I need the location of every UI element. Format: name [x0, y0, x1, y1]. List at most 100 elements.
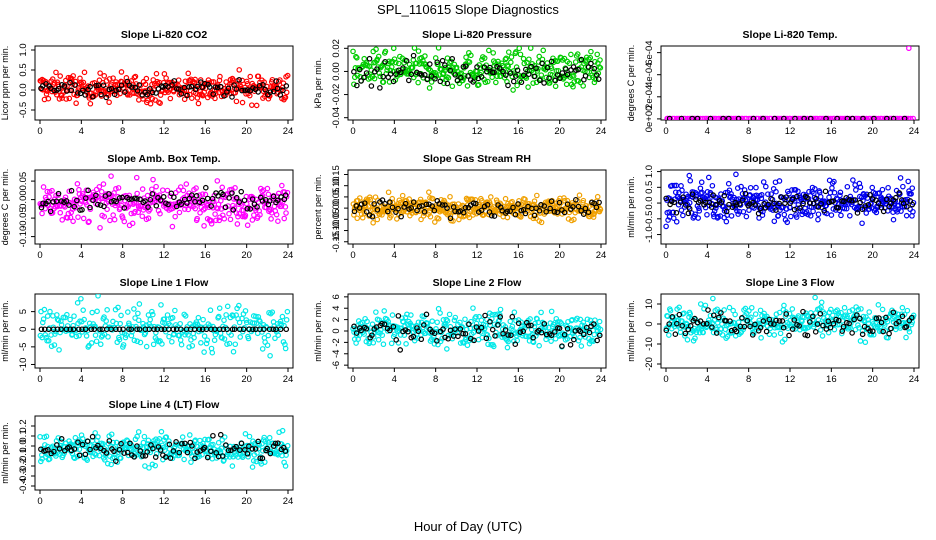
- hourly-point: [54, 326, 61, 333]
- sample-point: [580, 83, 586, 89]
- hourly-point: [369, 332, 375, 339]
- sample-point: [195, 328, 202, 335]
- hourly-point: [470, 79, 476, 85]
- hourly-point: [539, 60, 545, 67]
- sample-point: [448, 58, 454, 65]
- hourly-point: [165, 201, 171, 208]
- sample-point: [743, 213, 750, 220]
- sample-point: [413, 60, 420, 66]
- y-tick-label: 6: [331, 294, 342, 299]
- sample-point: [201, 349, 207, 355]
- hourly-point: [397, 347, 404, 353]
- hourly-point: [142, 198, 148, 204]
- sample-point: [284, 308, 291, 315]
- sample-point: [848, 201, 855, 208]
- y-tick-label: 0.15: [331, 165, 342, 184]
- sample-point: [53, 69, 59, 76]
- x-tick-label: 0: [663, 374, 668, 385]
- sample-point: [722, 189, 729, 196]
- hourly-point: [878, 319, 885, 326]
- sample-point: [594, 51, 601, 58]
- hourly-point: [884, 115, 890, 120]
- sample-point: [186, 344, 192, 350]
- sample-point: [248, 102, 255, 108]
- hourly-point: [669, 314, 676, 320]
- sample-point: [279, 313, 286, 320]
- hourly-point: [515, 320, 522, 327]
- sample-point: [257, 211, 263, 218]
- sample-point: [710, 211, 717, 217]
- hourly-point: [742, 190, 749, 197]
- sample-point: [828, 306, 834, 313]
- sample-point: [45, 95, 52, 102]
- hourly-point: [710, 192, 716, 198]
- y-axis-label: degrees C per min.: [626, 45, 636, 122]
- sample-point: [504, 344, 511, 351]
- hourly-point: [150, 445, 156, 452]
- hourly-point: [387, 327, 393, 334]
- hourly-point: [219, 453, 226, 459]
- hourly-point: [178, 326, 184, 333]
- sample-point: [568, 51, 574, 58]
- points: [663, 171, 917, 230]
- hourly-point: [113, 87, 119, 93]
- hourly-point: [436, 201, 443, 207]
- sample-point: [758, 195, 765, 202]
- hourly-point: [393, 337, 400, 343]
- sample-point: [432, 69, 438, 76]
- hourly-point: [749, 332, 756, 338]
- hourly-point: [144, 91, 151, 98]
- sample-point: [587, 54, 594, 61]
- sample-point: [280, 80, 287, 86]
- hourly-point: [596, 332, 603, 339]
- y-axis-label: ml/min per min.: [626, 300, 636, 362]
- hourly-point: [50, 199, 56, 205]
- sample-point: [279, 427, 286, 434]
- sample-point: [709, 182, 716, 189]
- hourly-point: [478, 74, 485, 80]
- sample-point: [388, 64, 395, 70]
- sample-point: [740, 326, 747, 333]
- hourly-point: [255, 89, 261, 95]
- sample-point: [239, 99, 246, 106]
- hourly-point: [763, 328, 770, 335]
- x-tick-label: 24: [596, 126, 607, 137]
- y-tick-label: 0.00: [18, 190, 29, 209]
- panel-title: Slope Line 1 Flow: [120, 277, 210, 289]
- sample-point: [530, 80, 536, 86]
- hourly-point: [444, 205, 450, 211]
- sample-point: [686, 199, 693, 206]
- hourly-point: [765, 201, 772, 208]
- hourly-point: [867, 191, 873, 198]
- sample-point: [449, 83, 456, 90]
- hourly-point: [713, 330, 720, 336]
- sample-point: [144, 97, 151, 104]
- y-tick-label: -0.15: [331, 231, 342, 253]
- hourly-point: [515, 201, 521, 207]
- sample-point: [491, 321, 498, 328]
- sample-point: [705, 174, 712, 181]
- sample-point: [493, 79, 499, 86]
- sample-point: [210, 79, 217, 85]
- hourly-point: [747, 323, 753, 330]
- y-tick-label: 0.05: [331, 188, 342, 207]
- hourly-point: [723, 208, 730, 215]
- hourly-point: [366, 55, 373, 62]
- hourly-point: [585, 209, 592, 216]
- x-tick-label: 20: [867, 374, 878, 385]
- sample-point: [747, 184, 754, 191]
- sample-point: [402, 314, 409, 321]
- hourly-point: [478, 207, 485, 214]
- sample-point: [268, 216, 274, 222]
- hourly-point: [447, 215, 454, 222]
- sample-point: [863, 210, 870, 216]
- points: [664, 46, 916, 120]
- sample-point: [710, 295, 716, 302]
- sample-point: [748, 314, 754, 321]
- sample-point: [395, 60, 402, 67]
- sample-point: [751, 205, 757, 211]
- hourly-point: [189, 443, 195, 449]
- sample-point: [444, 318, 451, 324]
- sample-point: [432, 219, 438, 225]
- y-tick-label: 0.0: [18, 83, 29, 96]
